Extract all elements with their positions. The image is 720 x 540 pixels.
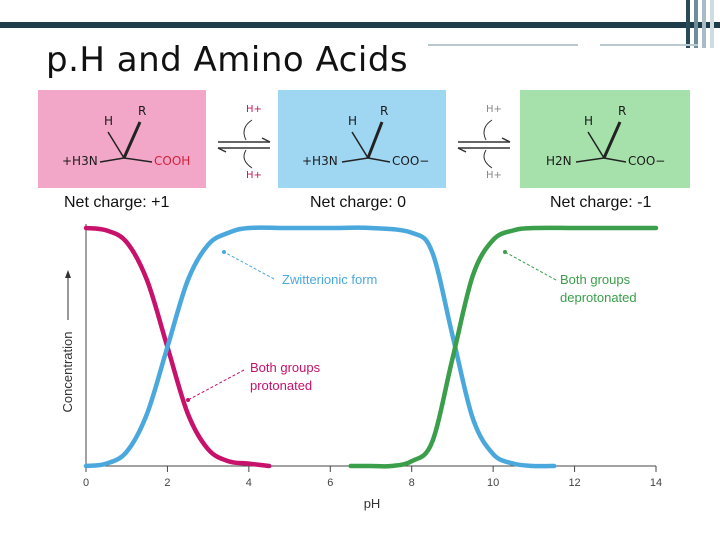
annotation-leader	[504, 251, 557, 281]
title-rule-2	[600, 44, 698, 46]
struct-amino-group: H2N	[546, 154, 572, 168]
equilibrium-arrow-icon	[217, 119, 271, 169]
struct-carboxyl-group: COOH	[154, 154, 191, 168]
x-tick-label: 14	[650, 477, 662, 489]
title-rule-1	[428, 44, 578, 46]
x-tick-label: 8	[409, 477, 415, 489]
x-tick-label: 10	[487, 477, 499, 489]
struct-r-label: R	[380, 104, 389, 118]
net-charge-minus-one: Net charge: -1	[550, 194, 652, 211]
x-tick-label: 4	[246, 477, 252, 489]
proton-label-top: H+	[246, 104, 262, 115]
struct-carboxyl-group: COO−	[392, 154, 430, 168]
struct-amino-group: +H3N	[62, 154, 98, 168]
struct-amino-group: +H3N	[302, 154, 338, 168]
equilibrium-arrow-icon	[457, 119, 511, 169]
corner-decoration-icon	[686, 0, 714, 48]
slide-top-bar	[0, 22, 720, 28]
annotation-label: protonated	[250, 378, 312, 393]
annotation-label: Zwitterionic form	[282, 272, 377, 287]
annotation-label: Both groups	[250, 360, 321, 375]
slide-title: p.H and Amino Acids	[46, 40, 409, 80]
struct-h-label: H	[104, 114, 114, 128]
series-deprotonated-line	[348, 225, 659, 469]
struct-h-label: H	[584, 114, 594, 128]
x-tick-label: 2	[164, 477, 170, 489]
structure-panel-deprotonated: H R H2N COO−	[520, 90, 690, 188]
annotation-leader-arrow	[186, 398, 190, 402]
equilibrium-arrows-2: H+ H+	[452, 102, 516, 186]
struct-r-label: R	[618, 104, 627, 118]
annotation-leader-arrow	[222, 250, 226, 254]
proton-label-bottom: H+	[486, 170, 502, 181]
x-tick-label: 6	[327, 477, 333, 489]
annotation-leader-arrow	[503, 250, 507, 254]
x-axis-label: pH	[364, 496, 381, 511]
x-tick-label: 12	[568, 477, 580, 489]
annotation-label: deprotonated	[560, 290, 637, 305]
bond-lines-icon	[341, 121, 391, 163]
bond-lines-icon	[575, 121, 627, 163]
structure-panel-protonated: H R +H3N COOH	[38, 90, 206, 188]
proton-label-top: H+	[486, 104, 502, 115]
series-zwitterion-line	[83, 225, 557, 469]
y-axis-arrow-head	[65, 270, 71, 278]
bond-lines-icon	[99, 121, 153, 163]
proton-label-bottom: H+	[246, 170, 262, 181]
x-tick-label: 0	[83, 477, 89, 489]
equilibrium-arrows-1: H+ H+	[212, 102, 276, 186]
struct-h-label: H	[348, 114, 358, 128]
series-protonated-line	[83, 225, 272, 469]
y-axis-label: Concentration	[60, 332, 75, 413]
structure-panel-zwitterion: H R +H3N COO−	[278, 90, 446, 188]
struct-r-label: R	[138, 104, 147, 118]
annotation-label: Both groups	[560, 272, 631, 287]
annotation-leader	[223, 251, 275, 280]
annotation-leader	[187, 369, 245, 401]
net-charge-plus-one: Net charge: +1	[64, 194, 170, 211]
net-charge-zero: Net charge: 0	[310, 194, 407, 211]
struct-carboxyl-group: COO−	[628, 154, 666, 168]
